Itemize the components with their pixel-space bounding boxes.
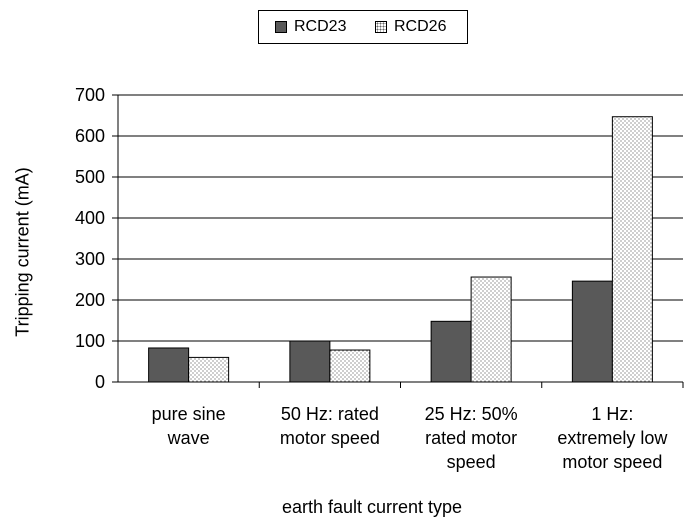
x-tick-label: 50 Hz: rated motor speed [280, 404, 380, 448]
x-tick-label: 25 Hz: 50% rated motor speed [425, 404, 518, 472]
y-tick-label: 400 [75, 208, 105, 228]
legend-item-rcd26: RCD26 [375, 18, 446, 36]
y-tick-label: 700 [75, 85, 105, 105]
bar-rcd26-1 [329, 349, 371, 383]
x-tick-label: 1 Hz: extremely low motor speed [557, 404, 668, 472]
y-tick-label: 0 [95, 372, 105, 392]
bar-rcd23-1 [289, 340, 331, 383]
legend-item-rcd23: RCD23 [275, 18, 346, 36]
bar-rcd26-0 [188, 356, 230, 383]
legend-label-rcd23: RCD23 [294, 18, 347, 35]
y-axis-title: Tripping current (mA) [12, 167, 33, 337]
x-axis-title: earth fault current type [281, 497, 463, 517]
legend-swatch-rcd26 [375, 21, 387, 33]
bar-rcd26-3 [611, 116, 653, 383]
bar-rcd23-0 [148, 347, 190, 383]
legend-label-rcd26: RCD26 [394, 18, 447, 35]
y-tick-label: 600 [75, 126, 105, 146]
bar-rcd23-2 [430, 320, 472, 383]
legend-swatch-rcd23 [275, 21, 287, 33]
bar-rcd26-2 [470, 276, 512, 383]
x-tick-label: pure sine wave [152, 404, 226, 448]
y-tick-label: 300 [75, 249, 105, 269]
y-tick-label: 100 [75, 331, 105, 351]
y-tick-label: 200 [75, 290, 105, 310]
y-tick-label: 500 [75, 167, 105, 187]
legend: RCD23 RCD26 [258, 10, 468, 44]
bar-rcd23-3 [571, 280, 613, 383]
